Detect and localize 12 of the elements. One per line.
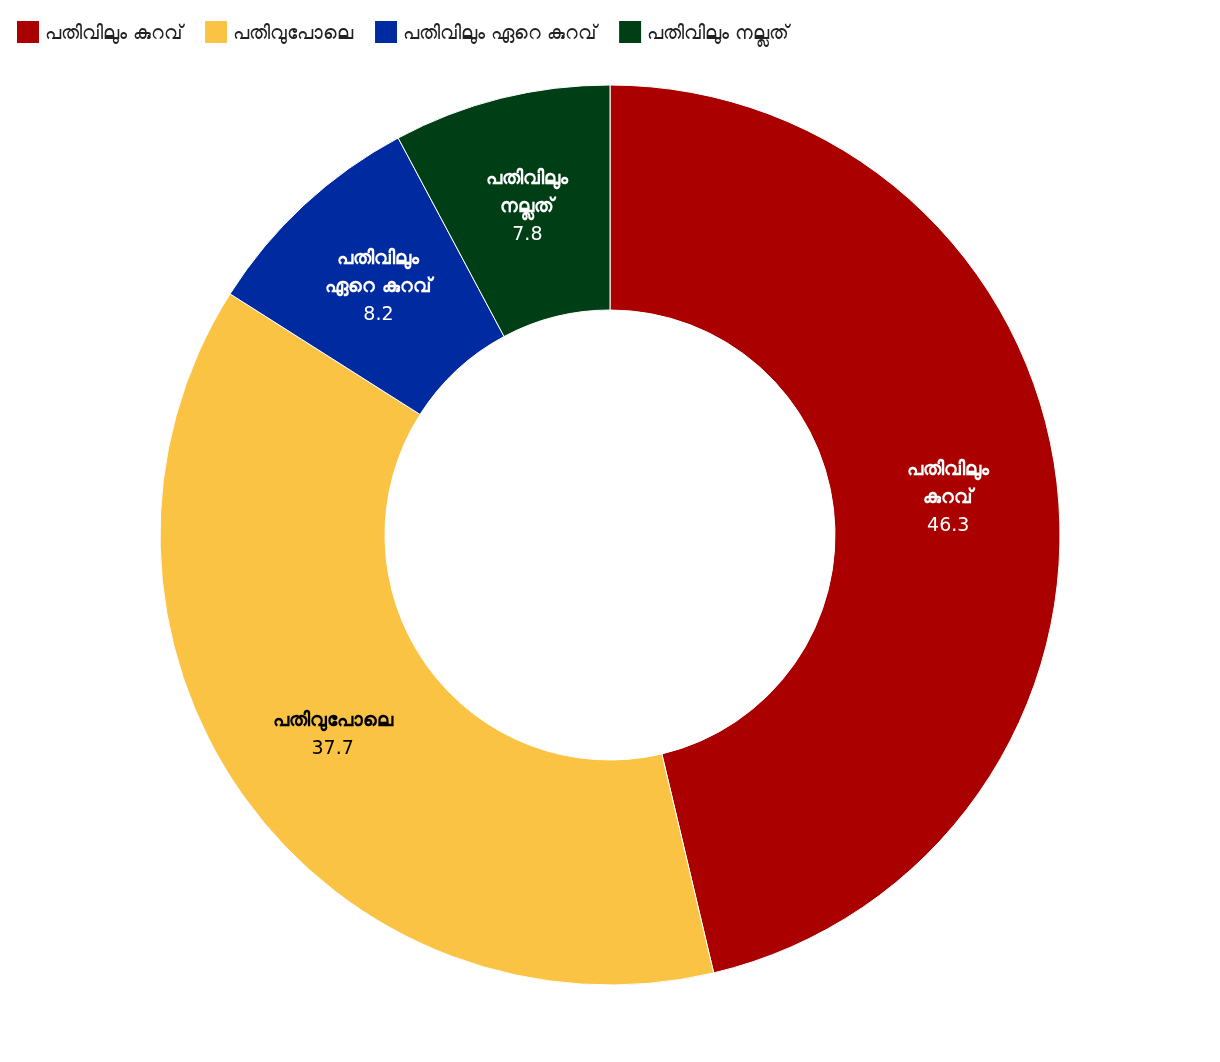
data-label: 46.3 — [927, 512, 970, 535]
slice-label: പതിവിലും നല്ലത് — [486, 165, 570, 221]
slice-label: പതിവുപോലെ — [272, 707, 394, 732]
legend-label: പതിവിലും നല്ലത് — [647, 21, 792, 47]
data-label: 37.7 — [311, 735, 354, 758]
data-label: 8.2 — [363, 302, 394, 325]
legend-label: പതിവിലും കുറവ് — [45, 21, 186, 44]
data-label: 7.8 — [512, 221, 543, 244]
legend-label: പതിവിലും ഏറെ കുറവ് — [403, 21, 600, 44]
slice-label: പതിവിലും ഏറെ കുറവ് — [325, 246, 435, 298]
legend-label: പതിവുപോലെ — [233, 21, 355, 44]
slice-label: പതിവിലും കുറവ് — [907, 456, 991, 507]
